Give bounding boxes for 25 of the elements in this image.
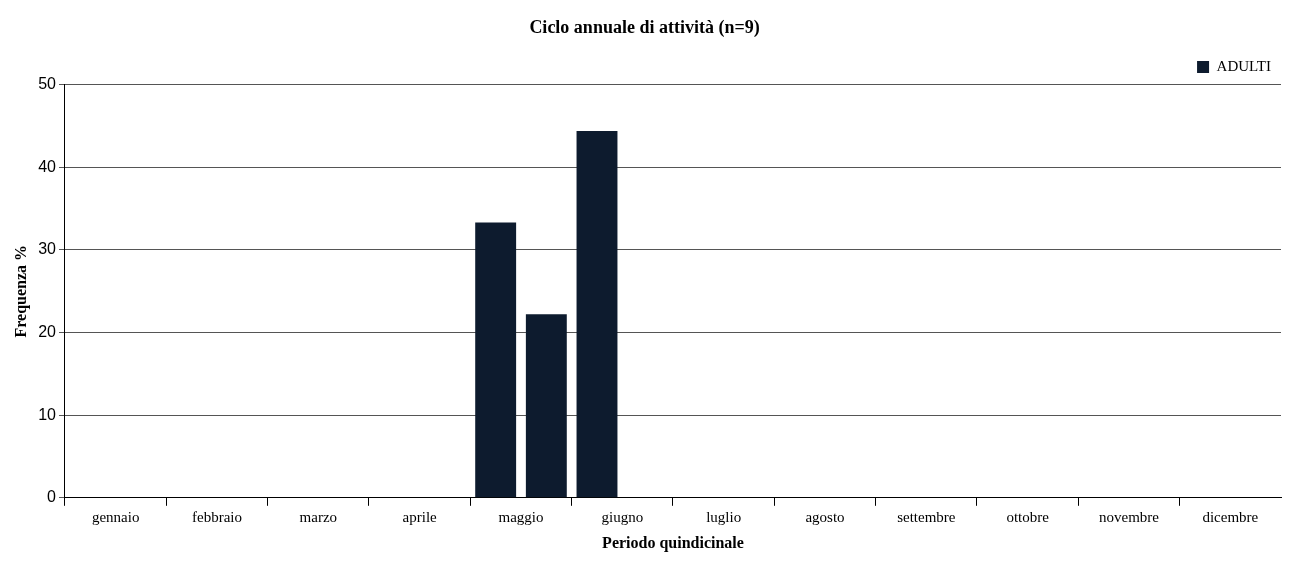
y-tick-label: 30 [38, 240, 57, 258]
bar [475, 222, 517, 498]
y-tick-label: 40 [38, 157, 57, 175]
x-tick-label: dicembre [1202, 508, 1259, 525]
x-tick-label: gennaio [91, 508, 140, 525]
x-tick-label: luglio [706, 508, 742, 525]
x-axis-title: Periodo quindicinale [602, 533, 744, 552]
bar [525, 314, 567, 498]
bar [576, 130, 618, 498]
x-tick-label: agosto [805, 508, 845, 525]
legend-label: ADULTI [1216, 58, 1272, 75]
y-tick-label: 0 [47, 488, 57, 506]
x-tick-label: maggio [498, 508, 544, 525]
y-axis-title: Frequenza % [11, 244, 30, 338]
x-tick-label: marzo [299, 508, 338, 525]
x-tick-label: novembre [1099, 508, 1160, 525]
y-tick-label: 20 [38, 322, 57, 340]
x-tick-label: settembre [897, 508, 956, 525]
x-tick-label: giugno [601, 508, 644, 525]
y-tick-label: 10 [38, 405, 57, 423]
y-tick-label: 50 [38, 75, 57, 93]
chart-title: Ciclo annuale di attività (n=9) [529, 17, 760, 39]
x-tick-label: aprile [402, 508, 438, 525]
x-tick-label: ottobre [1006, 508, 1050, 525]
x-tick-label: febbraio [192, 508, 242, 525]
